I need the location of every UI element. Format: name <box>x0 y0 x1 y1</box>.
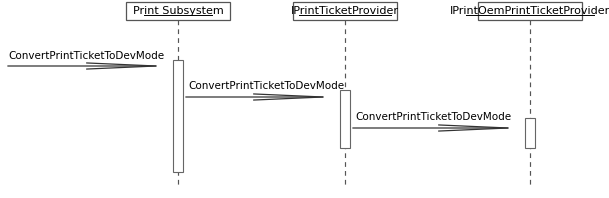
Bar <box>525 118 535 148</box>
Bar <box>126 2 230 20</box>
Text: ConvertPrintTicketToDevMode: ConvertPrintTicketToDevMode <box>188 81 344 91</box>
Text: Print Subsystem: Print Subsystem <box>133 6 224 16</box>
Bar <box>478 2 582 20</box>
Bar <box>340 90 350 148</box>
Bar <box>173 60 183 172</box>
Text: IPrintOemPrintTicketProvider: IPrintOemPrintTicketProvider <box>450 6 609 16</box>
Text: ConvertPrintTicketToDevMode: ConvertPrintTicketToDevMode <box>8 51 164 61</box>
Text: IPrintTicketProvider: IPrintTicketProvider <box>291 6 399 16</box>
Bar <box>293 2 397 20</box>
Text: ConvertPrintTicketToDevMode: ConvertPrintTicketToDevMode <box>355 112 511 122</box>
